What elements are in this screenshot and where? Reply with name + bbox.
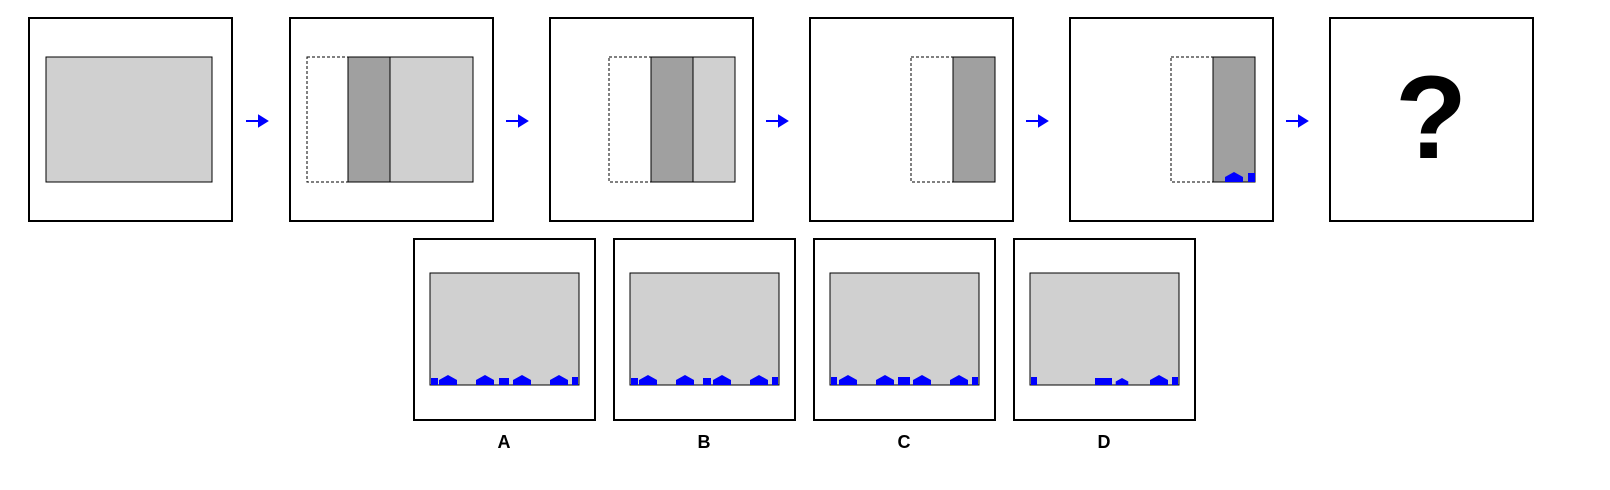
- square-cut-icon: [1031, 377, 1037, 385]
- square-cut-icon: [1172, 377, 1178, 385]
- right-arrow-icon: [506, 114, 529, 128]
- square-cut-icon: [898, 377, 910, 385]
- option-label: C: [898, 432, 911, 452]
- unfolded-sheet: [629, 272, 780, 386]
- paper-sheet: [389, 56, 474, 183]
- paper-sheet: [692, 56, 736, 183]
- square-cut-icon: [703, 378, 711, 385]
- folded-away-region: [306, 56, 349, 183]
- unfolded-sheet: [829, 272, 980, 386]
- option-C[interactable]: C: [813, 238, 996, 452]
- square-cut-icon: [831, 377, 837, 385]
- square-cut-icon: [631, 378, 638, 385]
- option-label: D: [1098, 432, 1111, 452]
- sequence-step-4: [809, 17, 1014, 222]
- option-label: B: [698, 432, 711, 452]
- folded-layer: [347, 56, 391, 183]
- square-cut-icon: [1095, 378, 1112, 385]
- square-cut-icon: [1248, 173, 1255, 182]
- folded-away-region: [910, 56, 954, 183]
- sequence-step-1: [28, 17, 233, 222]
- sequence-step-2: [289, 17, 494, 222]
- right-arrow-icon: [1286, 114, 1309, 128]
- unfolded-sheet: [1029, 272, 1180, 386]
- unfolded-sheet: [429, 272, 580, 386]
- paper-sheet: [45, 56, 213, 183]
- sequence-step-unknown: ?: [1329, 17, 1534, 222]
- folded-away-region: [608, 56, 652, 183]
- question-mark: ?: [1395, 52, 1467, 184]
- sequence-step-5: [1069, 17, 1274, 222]
- step-frame: [1329, 17, 1534, 222]
- right-arrow-icon: [766, 114, 789, 128]
- folded-layer: [952, 56, 996, 183]
- option-A[interactable]: A: [413, 238, 596, 452]
- square-cut-icon: [572, 377, 578, 385]
- square-cut-icon: [772, 377, 778, 385]
- folded-layer: [1212, 56, 1256, 183]
- option-D[interactable]: D: [1013, 238, 1196, 452]
- sequence-step-3: [549, 17, 754, 222]
- option-label: A: [498, 432, 511, 452]
- folded-away-region: [1170, 56, 1214, 183]
- square-cut-icon: [431, 378, 438, 385]
- folded-layer: [650, 56, 694, 183]
- square-cut-icon: [499, 378, 509, 385]
- right-arrow-icon: [1026, 114, 1049, 128]
- square-cut-icon: [972, 377, 978, 385]
- option-B[interactable]: B: [613, 238, 796, 452]
- right-arrow-icon: [246, 114, 269, 128]
